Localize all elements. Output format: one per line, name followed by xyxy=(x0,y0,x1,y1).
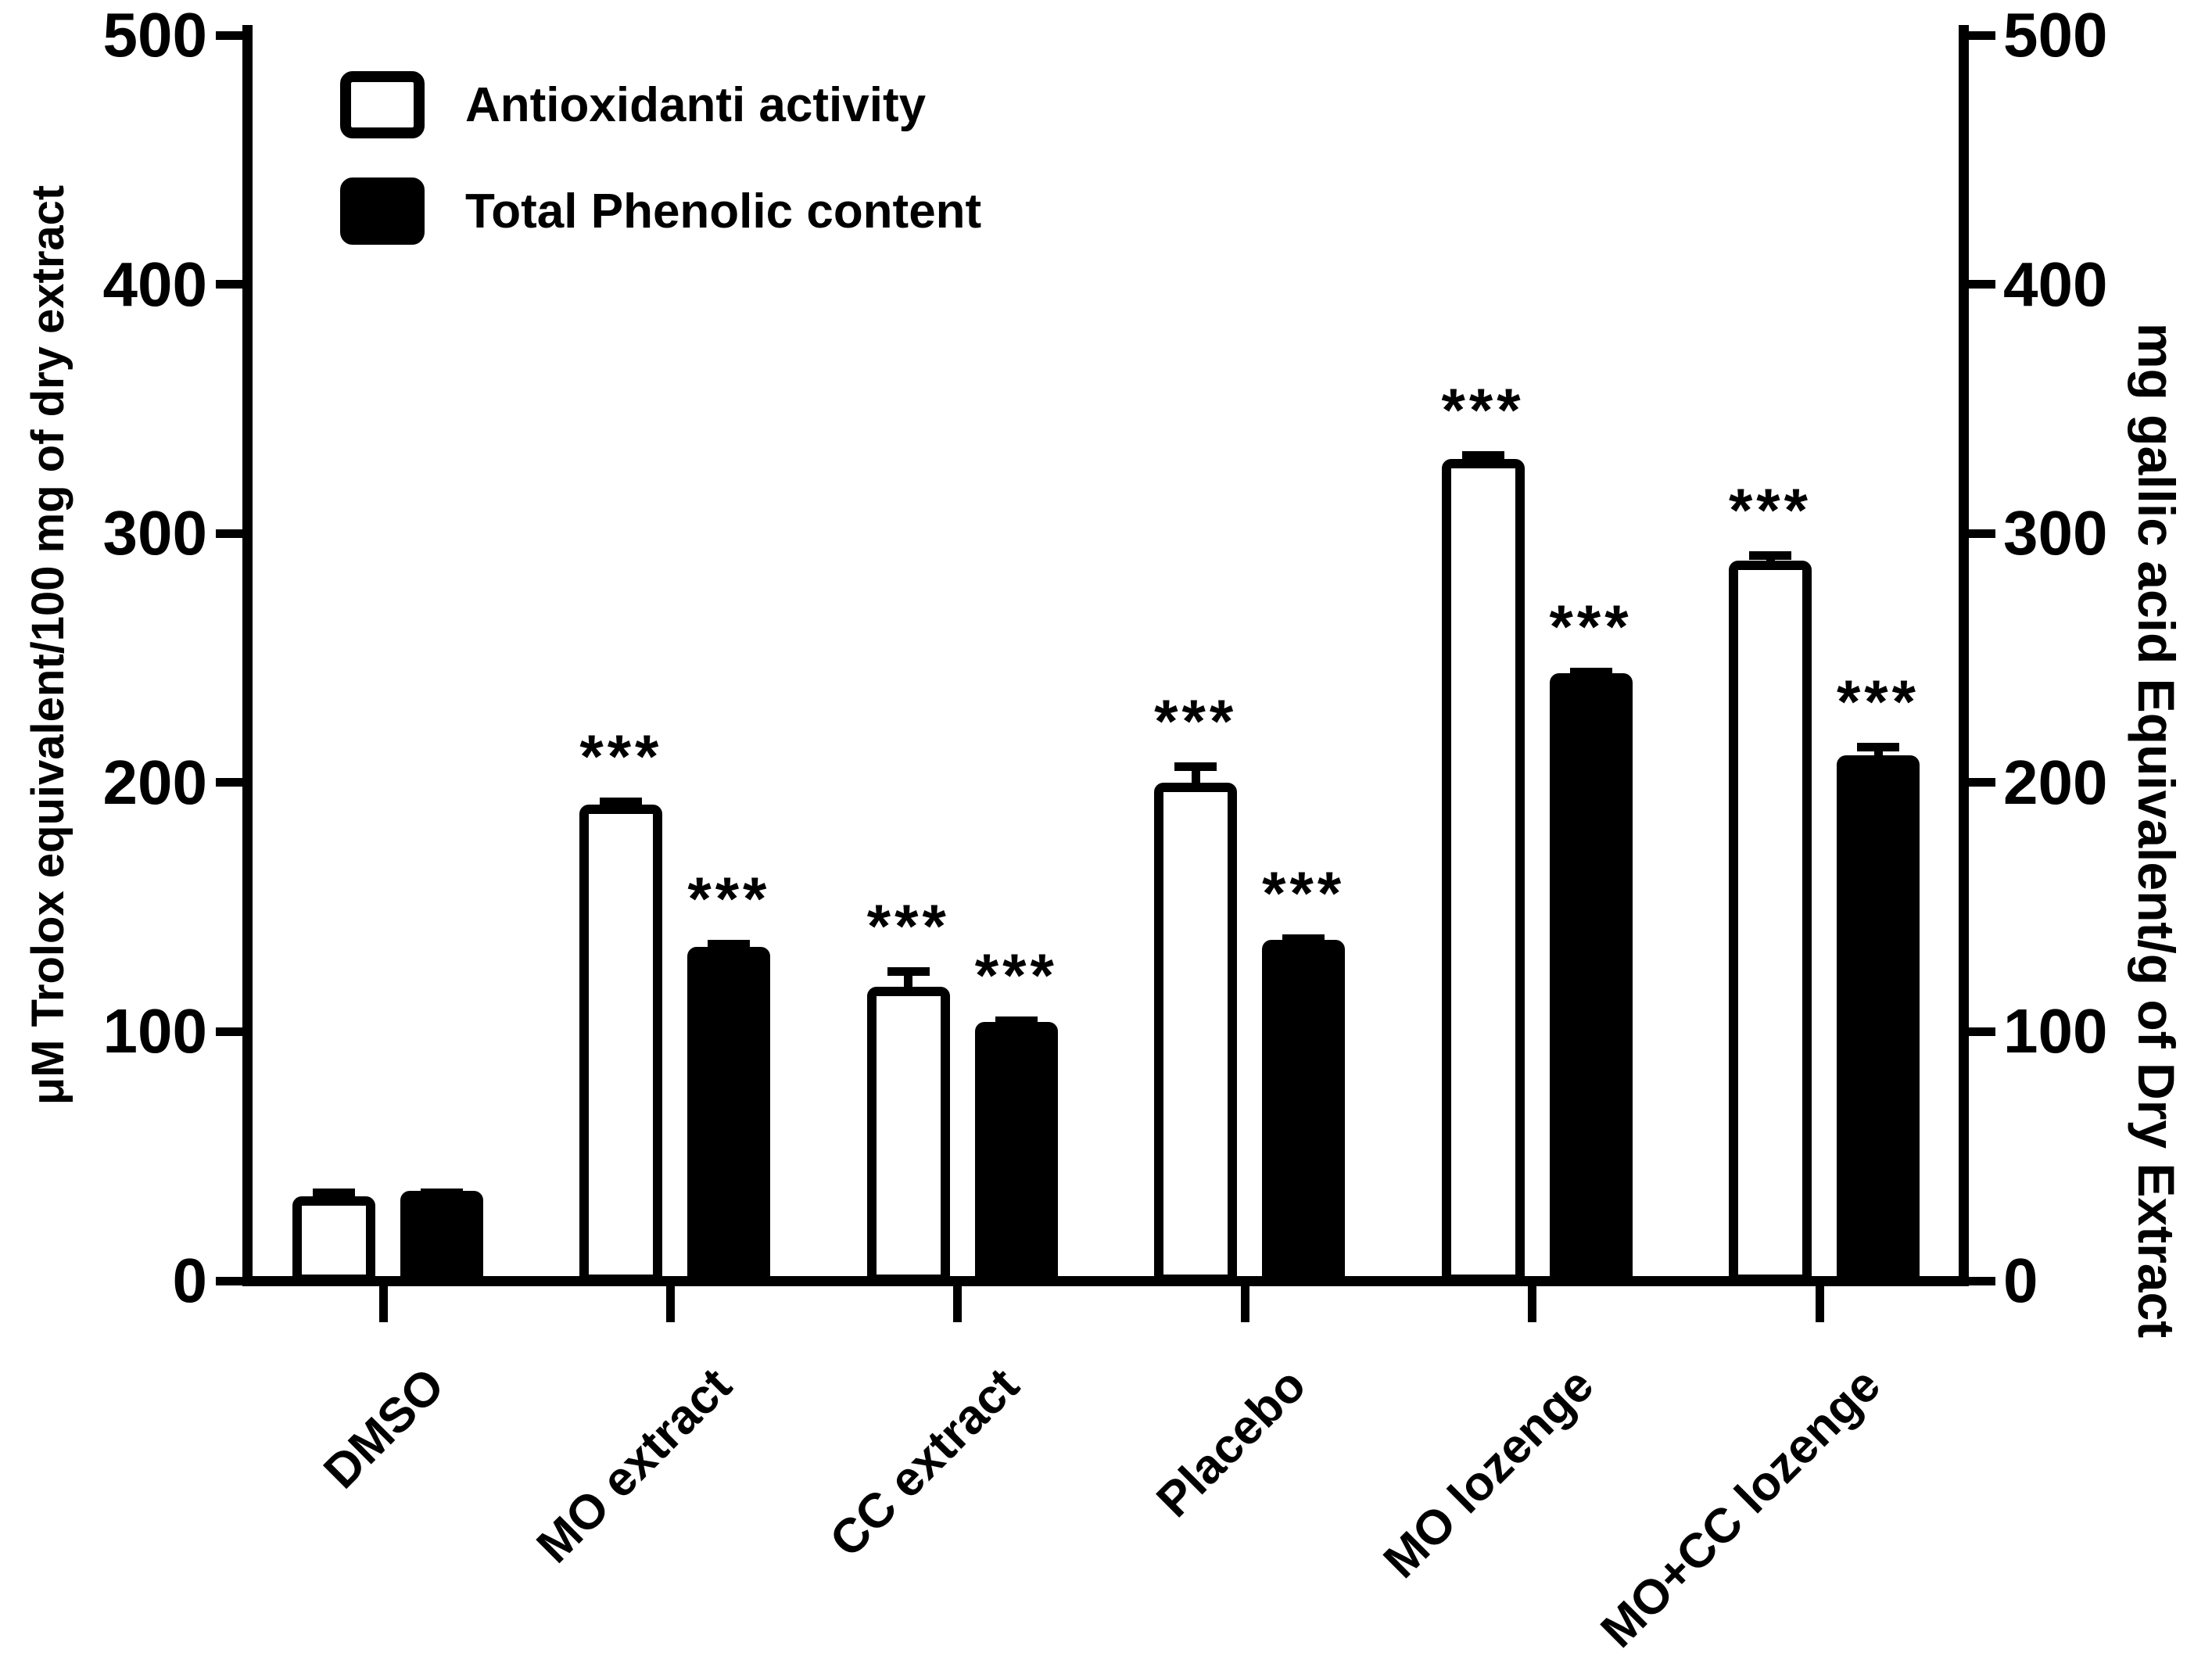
left-axis-line xyxy=(242,25,253,1286)
y-axis-tick-right xyxy=(1968,1276,1995,1285)
legend-swatch-antioxidanti-activity xyxy=(340,71,425,138)
legend-label-total-phenolic-content: Total Phenolic content xyxy=(465,184,982,238)
x-tick-label: Placebo xyxy=(1146,1357,1317,1528)
y-tick-label-left: 200 xyxy=(102,747,207,817)
error-bar-cap xyxy=(1461,451,1504,461)
x-axis-tick xyxy=(378,1285,388,1322)
bar-total-phenolic-content-mo-cc-lozenge xyxy=(1837,755,1920,1284)
error-bar-cap xyxy=(313,1189,355,1198)
error-bar-cap xyxy=(1569,668,1612,677)
y-tick-label-left: 100 xyxy=(102,996,207,1067)
y-axis-tick-left xyxy=(215,280,242,289)
significance-asterisks: *** xyxy=(1728,475,1812,544)
x-tick-label: MO lozenge xyxy=(1373,1357,1604,1589)
significance-asterisks: *** xyxy=(1836,666,1920,736)
error-bar-cap xyxy=(1282,934,1325,944)
left-axis-title: μM Trolox equivalent/100 mg of dry extra… xyxy=(23,185,73,1106)
legend-label-antioxidanti-activity: Antioxidanti activity xyxy=(465,77,927,132)
y-axis-tick-left xyxy=(215,778,242,787)
x-tick-label: CC extract xyxy=(819,1357,1030,1568)
error-bar-stem xyxy=(1191,762,1200,791)
y-axis-tick-right xyxy=(1968,280,1995,289)
legend-swatch-total-phenolic-content xyxy=(340,177,425,245)
significance-asterisks: *** xyxy=(1154,687,1238,756)
bar-antioxidanti-activity-mo-cc-lozenge xyxy=(1729,561,1812,1284)
error-bar-cap xyxy=(887,966,930,976)
significance-asterisks: *** xyxy=(687,863,771,933)
y-tick-label-right: 200 xyxy=(2003,747,2108,817)
bar-total-phenolic-content-placebo xyxy=(1262,939,1346,1284)
y-tick-label-right: 300 xyxy=(2003,498,2108,568)
bar-antioxidanti-activity-cc-extract xyxy=(866,987,950,1284)
x-tick-label: MO+CC lozenge xyxy=(1590,1357,1891,1658)
bar-total-phenolic-content-dmso xyxy=(400,1191,483,1284)
right-axis-line xyxy=(1958,25,1969,1286)
error-bar-stem xyxy=(1766,550,1775,569)
significance-asterisks: *** xyxy=(579,721,663,791)
y-axis-tick-left xyxy=(215,529,242,538)
y-axis-tick-right xyxy=(1968,30,1995,40)
bar-total-phenolic-content-cc-extract xyxy=(974,1021,1058,1284)
y-tick-label-right: 100 xyxy=(2003,996,2108,1067)
x-axis-tick xyxy=(665,1285,675,1322)
y-tick-label-right: 500 xyxy=(2003,0,2108,70)
x-tick-label: DMSO xyxy=(314,1357,455,1500)
bar-antioxidanti-activity-dmso xyxy=(292,1196,375,1284)
legend-item-antioxidanti-activity: Antioxidanti activity xyxy=(340,69,926,141)
y-axis-tick-right xyxy=(1968,529,1995,538)
x-tick-label: MO extract xyxy=(526,1357,742,1574)
x-axis-tick xyxy=(1815,1285,1824,1322)
error-bar-cap xyxy=(1749,550,1791,560)
significance-asterisks: *** xyxy=(1441,375,1525,445)
bar-antioxidanti-activity-placebo xyxy=(1154,782,1238,1284)
legend-item-total-phenolic-content: Total Phenolic content xyxy=(340,175,981,247)
y-tick-label-left: 300 xyxy=(102,498,207,568)
y-axis-tick-left xyxy=(215,1276,242,1285)
x-axis-tick xyxy=(953,1285,963,1322)
x-axis-line xyxy=(242,1275,1969,1286)
bar-total-phenolic-content-mo-extract xyxy=(687,947,771,1284)
error-bar-cap xyxy=(708,939,751,948)
x-axis-tick xyxy=(1528,1285,1537,1322)
y-tick-label-right: 400 xyxy=(2003,249,2108,319)
error-bar-stem xyxy=(904,966,913,995)
y-tick-label-left: 0 xyxy=(172,1246,208,1315)
bar-total-phenolic-content-mo-lozenge xyxy=(1549,672,1633,1284)
error-bar-cap xyxy=(600,797,643,806)
x-axis-tick xyxy=(1240,1285,1249,1322)
significance-asterisks: *** xyxy=(866,891,950,960)
y-axis-tick-right xyxy=(1968,778,1995,787)
significance-asterisks: *** xyxy=(1262,859,1346,928)
y-tick-label-left: 500 xyxy=(102,0,207,70)
y-tick-label-right: 0 xyxy=(2003,1246,2038,1315)
y-axis-tick-right xyxy=(1968,1027,1995,1036)
y-axis-tick-left xyxy=(215,1027,242,1036)
y-tick-label-left: 400 xyxy=(102,249,207,319)
bar-antioxidanti-activity-mo-extract xyxy=(579,805,663,1284)
error-bar-cap xyxy=(995,1016,1038,1026)
error-bar-cap xyxy=(1174,762,1217,772)
error-bar-stem xyxy=(1873,742,1883,763)
error-bar-cap xyxy=(1857,742,1899,751)
significance-asterisks: *** xyxy=(974,941,1058,1010)
bar-antioxidanti-activity-mo-lozenge xyxy=(1441,458,1525,1284)
y-axis-tick-left xyxy=(215,30,242,40)
significance-asterisks: *** xyxy=(1549,592,1633,661)
right-axis-title: mg gallic acid Equivalent/g of Dry Extra… xyxy=(2128,322,2185,1339)
